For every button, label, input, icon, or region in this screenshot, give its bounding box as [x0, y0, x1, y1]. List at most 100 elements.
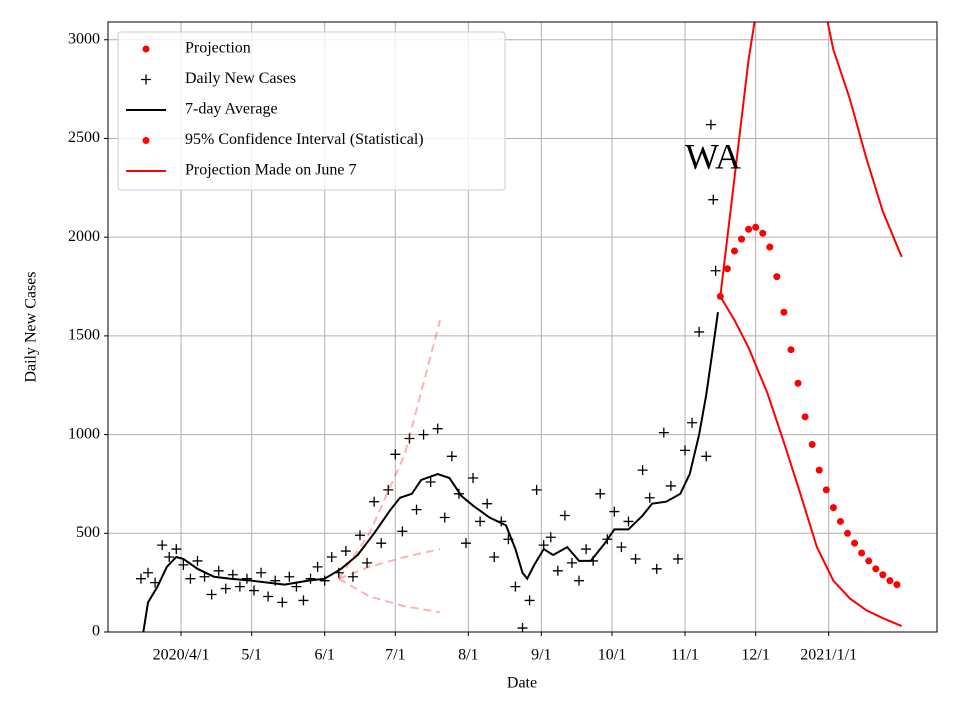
- case-point: [192, 555, 203, 566]
- projection-point: [808, 440, 816, 448]
- case-point: [369, 496, 380, 507]
- case-point: [362, 557, 373, 568]
- x-tick-label: 11/1: [671, 647, 699, 664]
- case-point: [397, 526, 408, 537]
- case-point: [468, 473, 479, 484]
- case-point: [672, 553, 683, 564]
- projection-point: [893, 581, 901, 589]
- projection-point: [794, 379, 802, 387]
- case-point: [524, 595, 535, 606]
- case-point: [517, 623, 528, 632]
- legend-marker: [142, 45, 150, 53]
- case-point: [630, 553, 641, 564]
- case-point: [623, 516, 634, 527]
- series-line: [719, 22, 903, 297]
- y-tick-label: 2500: [68, 129, 100, 146]
- case-point: [234, 581, 245, 592]
- case-point: [566, 557, 577, 568]
- case-point: [637, 465, 648, 476]
- projection-point: [780, 308, 788, 316]
- case-point: [157, 540, 168, 551]
- case-point: [263, 591, 274, 602]
- case-point: [213, 565, 224, 576]
- x-axis-label: Date: [507, 675, 537, 692]
- case-point: [460, 538, 471, 549]
- case-point: [185, 573, 196, 584]
- projection-point: [822, 486, 830, 494]
- case-point: [581, 544, 592, 555]
- case-point: [178, 559, 189, 570]
- case-point: [404, 433, 415, 444]
- case-point: [651, 563, 662, 574]
- plot-frame: [107, 21, 938, 633]
- y-tick-label: 3000: [68, 30, 100, 47]
- series-line: [338, 548, 441, 580]
- case-point: [206, 589, 217, 600]
- case-point: [411, 504, 422, 515]
- projection-point: [787, 346, 795, 354]
- case-point: [708, 194, 719, 205]
- case-point: [164, 551, 175, 562]
- case-point: [135, 573, 146, 584]
- case-point: [312, 561, 323, 572]
- case-point: [199, 571, 210, 582]
- case-point: [249, 585, 260, 596]
- case-point: [710, 265, 721, 276]
- projection-point: [766, 243, 774, 251]
- projection-point: [851, 539, 859, 547]
- case-point: [241, 573, 252, 584]
- case-point: [705, 119, 716, 130]
- case-point: [475, 516, 486, 527]
- projection-point: [844, 529, 852, 537]
- projection-point: [752, 223, 760, 231]
- projection-point: [801, 413, 809, 421]
- legend-marker: [141, 74, 151, 85]
- x-tick-label: 6/1: [314, 647, 334, 664]
- y-tick-label: 0: [92, 623, 100, 640]
- case-point: [390, 449, 401, 460]
- case-point: [256, 567, 267, 578]
- projection-point: [836, 517, 844, 525]
- projection-point: [865, 557, 873, 565]
- case-point: [510, 581, 521, 592]
- case-point: [220, 583, 231, 594]
- projection-point: [759, 229, 767, 237]
- case-point: [482, 498, 493, 509]
- x-tick-label: 2021/1/1: [800, 647, 857, 664]
- case-point: [665, 480, 676, 491]
- case-point: [354, 530, 365, 541]
- case-point: [326, 551, 337, 562]
- case-point: [340, 546, 351, 557]
- legend-label: Projection Made on June 7: [185, 162, 357, 179]
- projection-point: [879, 571, 887, 579]
- case-point: [644, 492, 655, 503]
- case-point: [687, 417, 698, 428]
- case-point: [545, 532, 556, 543]
- x-tick-label: 2020/4/1: [153, 647, 210, 664]
- series-line: [719, 295, 903, 628]
- projection-point: [858, 549, 866, 557]
- projection-point: [872, 565, 880, 573]
- case-point: [284, 571, 295, 582]
- case-point: [701, 451, 712, 462]
- case-point: [680, 445, 691, 456]
- projection-point: [738, 235, 746, 243]
- x-tick-label: 9/1: [531, 647, 551, 664]
- case-point: [609, 506, 620, 517]
- case-point: [446, 451, 457, 462]
- case-point: [347, 571, 358, 582]
- x-tick-label: 8/1: [458, 647, 478, 664]
- y-axis-label: Daily New Cases: [23, 271, 40, 382]
- case-point: [658, 427, 669, 438]
- legend-marker: [142, 137, 150, 144]
- case-point: [143, 567, 154, 578]
- y-tick-label: 500: [76, 524, 100, 541]
- y-tick-label: 1000: [68, 425, 100, 442]
- x-tick-label: 12/1: [741, 647, 769, 664]
- case-point: [376, 538, 387, 549]
- legend-label: 7-day Average: [185, 101, 278, 118]
- projection-point: [829, 504, 837, 512]
- case-point: [559, 510, 570, 521]
- projection-point: [730, 247, 738, 255]
